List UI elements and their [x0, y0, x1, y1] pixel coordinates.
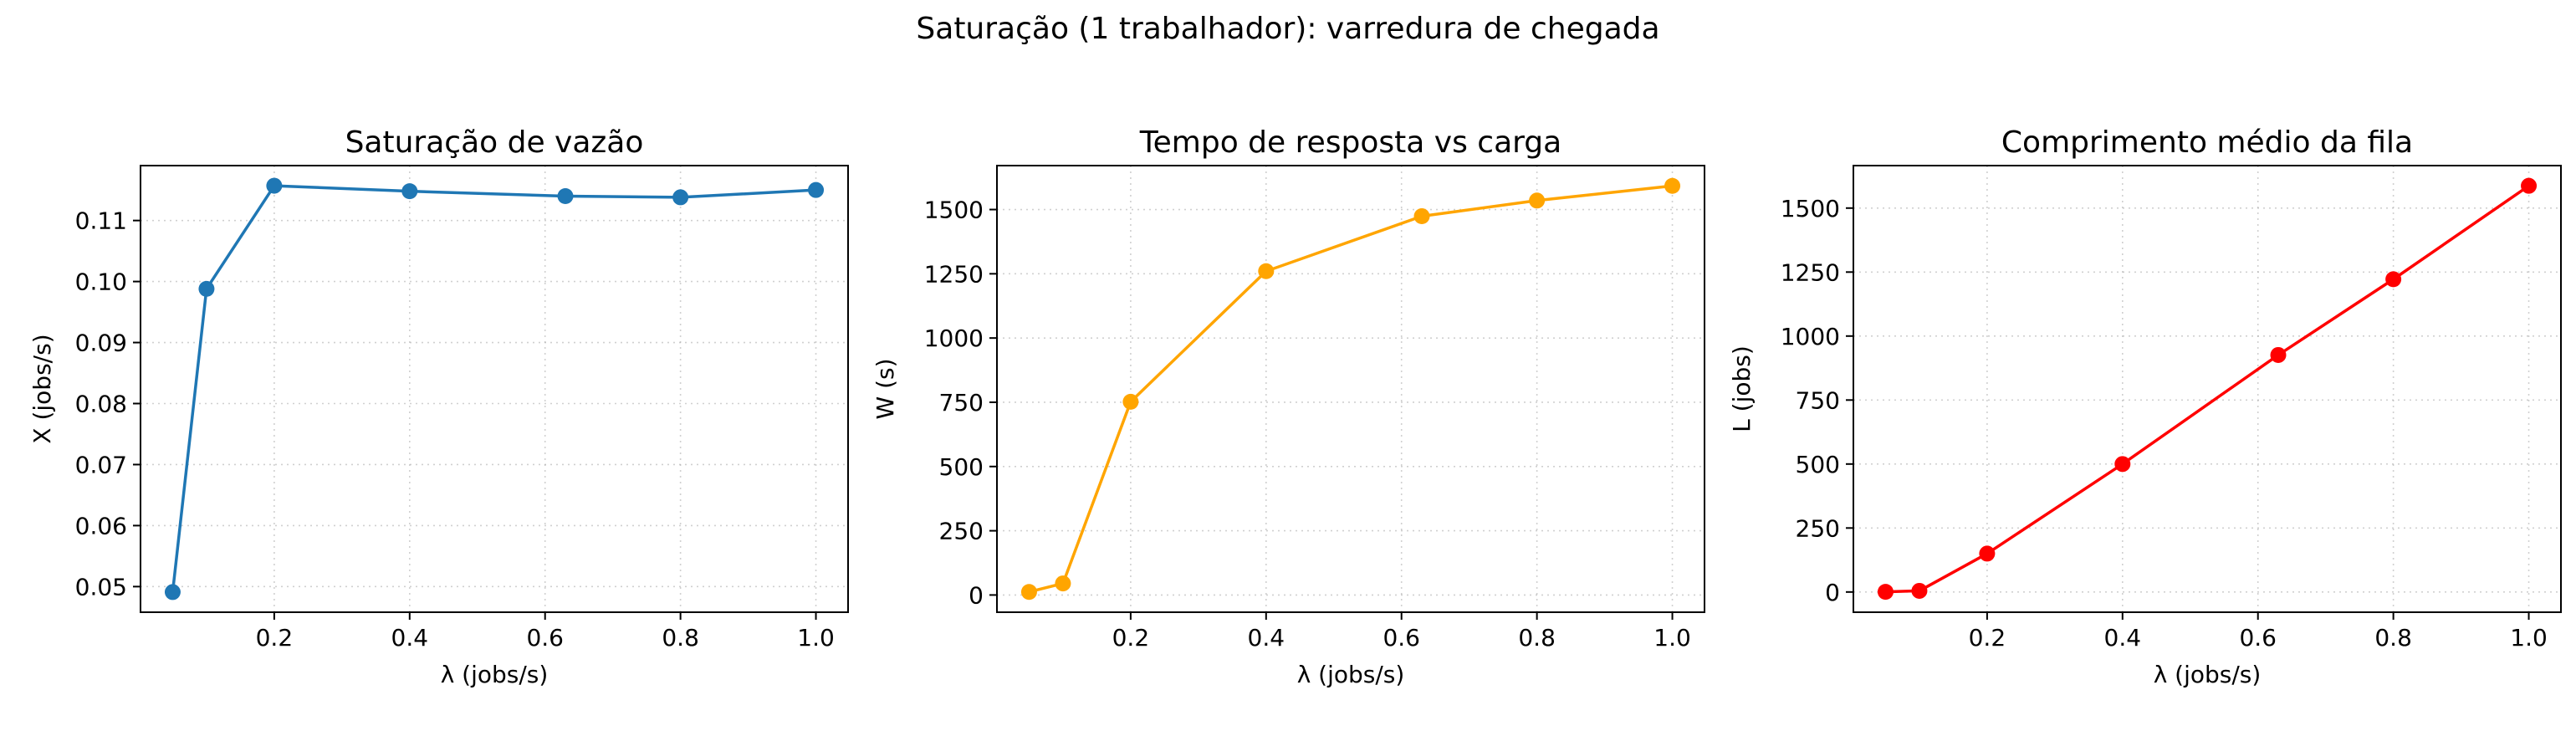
x-tick-label: 0.8 [662, 624, 699, 652]
data-point [672, 189, 689, 206]
y-tick-label: 750 [1796, 386, 1840, 414]
grid [1853, 166, 2561, 612]
data-point [1911, 582, 1928, 599]
x-tick-label: 0.8 [2374, 624, 2412, 652]
y-tick-label: 0 [1825, 579, 1840, 606]
x-axis-label: λ (jobs/s) [2154, 661, 2262, 688]
data-point [198, 280, 215, 297]
y-tick-label: 1000 [1781, 323, 1840, 350]
y-tick-label: 500 [939, 453, 984, 481]
data-point [164, 584, 181, 601]
y-axis-label: L (jobs) [1728, 345, 1756, 432]
data-point [1413, 208, 1430, 225]
y-tick-label: 0.06 [75, 512, 127, 539]
series-line [171, 184, 816, 593]
panels: 0.2 0.4 0.6 0.8 1.0 0.05 0.06 0.07 0.08 0.09 0.10 0… [28, 125, 2562, 688]
y-axis-label: X (jobs/s) [28, 334, 56, 443]
data-point [2270, 346, 2287, 363]
data-point [1258, 263, 1275, 279]
x-tick-label: 1.0 [2510, 624, 2548, 652]
x-tick-label: 0.6 [526, 624, 564, 652]
x-tick-label: 1.0 [1653, 624, 1691, 652]
series-line [1885, 184, 2530, 594]
x-tick-label: 0.4 [391, 624, 429, 652]
grid [141, 166, 848, 612]
y-tick-label: 250 [1796, 514, 1840, 542]
y-tick-label: 750 [939, 389, 984, 417]
data-point [1020, 584, 1037, 601]
y-tick-label: 0.07 [75, 451, 127, 478]
x-axis-label: λ (jobs/s) [441, 661, 549, 688]
data-point [1122, 393, 1139, 410]
data-point [1055, 575, 1071, 592]
panel-1: 0.2 0.4 0.6 0.8 1.0 0.05 0.06 0.07 0.08 0.09 0.10 0… [28, 125, 849, 688]
x-axis-label: λ (jobs/s) [1297, 661, 1405, 688]
x-tick-label: 0.2 [1969, 624, 2006, 652]
plot-frame [140, 165, 849, 613]
y-tick-label: 0 [969, 581, 984, 609]
data-point [1877, 584, 1894, 601]
panel-2: 0.2 0.4 0.6 0.8 1.0 0 250 500 750 1000 1250 1500 Tem… [871, 125, 1705, 688]
panel-title: Tempo de resposta vs carga [1139, 125, 1561, 160]
data-point [2114, 456, 2131, 473]
panel-title: Comprimento médio da fila [2001, 125, 2413, 160]
y-tick-label: 1250 [1781, 258, 1840, 286]
data-point [808, 181, 825, 198]
y-tick-label: 1250 [924, 260, 984, 288]
y-tick-label: 1500 [924, 197, 984, 224]
data-point [1529, 192, 1546, 209]
data-point [266, 177, 283, 194]
panel-3: 0.2 0.4 0.6 0.8 1.0 0 250 500 750 1000 1250 1500 Com… [1728, 125, 2562, 688]
y-tick-label: 0.10 [75, 268, 127, 296]
y-tick-label: 0.05 [75, 573, 127, 601]
y-tick-label: 1000 [924, 325, 984, 352]
data-point [401, 183, 418, 200]
data-point [2521, 177, 2538, 194]
y-tick-label: 250 [939, 518, 984, 545]
x-tick-label: 0.2 [256, 624, 294, 652]
x-tick-label: 0.2 [1112, 624, 1150, 652]
y-tick-label: 0.09 [75, 330, 127, 357]
series-line [1029, 184, 1673, 594]
data-point [1664, 177, 1681, 194]
y-tick-label: 1500 [1781, 195, 1840, 222]
panel-title: Saturação de vazão [345, 125, 644, 160]
y-tick-label: 500 [1796, 451, 1840, 478]
y-axis-label: W (s) [871, 358, 899, 419]
x-tick-label: 1.0 [797, 624, 835, 652]
data-point [1979, 545, 1996, 562]
x-tick-label: 0.8 [1518, 624, 1556, 652]
grid [997, 166, 1705, 612]
figure-suptitle: Saturação (1 trabalhador): varredura de … [916, 12, 1659, 46]
x-tick-label: 0.6 [2239, 624, 2277, 652]
y-tick-label: 0.11 [75, 207, 127, 235]
y-tick-label: 0.08 [75, 391, 127, 418]
x-tick-label: 0.4 [1248, 624, 1285, 652]
plot-frame [1853, 165, 2562, 613]
data-point [2385, 271, 2402, 288]
x-tick-label: 0.6 [1383, 624, 1420, 652]
plot-frame [996, 165, 1705, 613]
data-point [557, 187, 574, 204]
x-tick-label: 0.4 [2104, 624, 2142, 652]
